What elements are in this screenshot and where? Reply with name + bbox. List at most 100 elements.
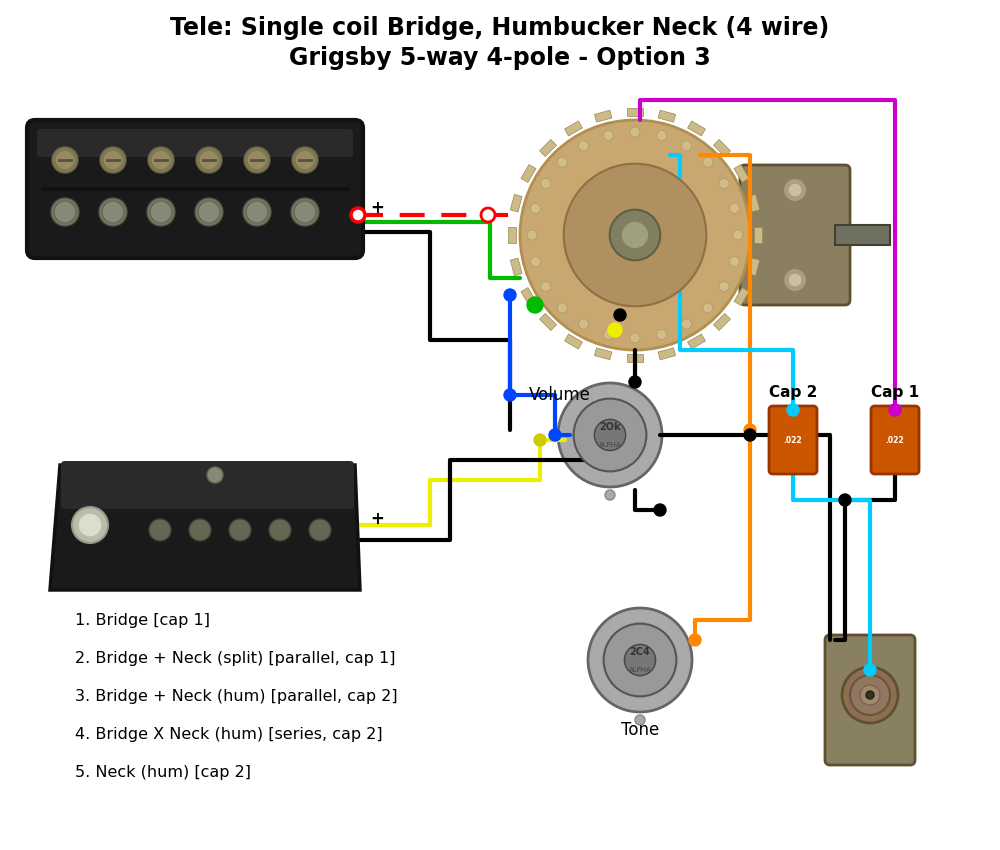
Bar (688, 121, 705, 136)
Circle shape (630, 127, 640, 137)
Bar (565, 334, 582, 349)
Circle shape (654, 504, 666, 516)
Circle shape (703, 157, 713, 167)
Circle shape (889, 404, 901, 416)
Bar (521, 287, 536, 305)
Text: Cap 2: Cap 2 (769, 385, 817, 400)
Circle shape (351, 208, 365, 222)
Bar (734, 287, 749, 305)
Bar (754, 227, 762, 243)
FancyBboxPatch shape (825, 635, 915, 765)
Circle shape (578, 141, 588, 150)
Circle shape (682, 320, 692, 329)
Circle shape (541, 178, 551, 189)
Circle shape (682, 141, 692, 150)
Circle shape (207, 467, 223, 483)
Circle shape (557, 157, 567, 167)
Circle shape (504, 389, 516, 401)
Circle shape (534, 434, 546, 446)
Text: .022: .022 (784, 435, 802, 445)
Bar (713, 139, 730, 156)
Circle shape (150, 201, 172, 223)
Circle shape (151, 150, 171, 170)
Text: 1. Bridge [cap 1]: 1. Bridge [cap 1] (75, 613, 210, 627)
Circle shape (788, 183, 802, 197)
Circle shape (783, 268, 807, 292)
Circle shape (78, 513, 102, 537)
Circle shape (243, 198, 271, 226)
Bar (565, 121, 582, 136)
Circle shape (196, 147, 222, 173)
Circle shape (549, 429, 561, 441)
Circle shape (102, 201, 124, 223)
FancyBboxPatch shape (27, 120, 363, 258)
Circle shape (541, 281, 551, 292)
Circle shape (744, 424, 756, 436)
FancyBboxPatch shape (740, 165, 850, 305)
Text: 5. Neck (hum) [cap 2]: 5. Neck (hum) [cap 2] (75, 764, 251, 779)
Circle shape (99, 198, 127, 226)
Text: 3. Bridge + Neck (hum) [parallel, cap 2]: 3. Bridge + Neck (hum) [parallel, cap 2] (75, 688, 398, 704)
FancyBboxPatch shape (61, 461, 354, 509)
Bar (627, 108, 643, 116)
Circle shape (864, 664, 876, 676)
Text: Grigsby 5-way 4-pole - Option 3: Grigsby 5-way 4-pole - Option 3 (289, 46, 711, 70)
Circle shape (788, 273, 802, 287)
Text: 2. Bridge + Neck (split) [parallel, cap 1]: 2. Bridge + Neck (split) [parallel, cap … (75, 650, 396, 666)
Bar (688, 334, 705, 349)
Circle shape (51, 198, 79, 226)
Circle shape (783, 178, 807, 202)
Circle shape (850, 675, 890, 715)
Circle shape (574, 399, 646, 472)
Text: 4. Bridge X Neck (hum) [series, cap 2]: 4. Bridge X Neck (hum) [series, cap 2] (75, 727, 383, 741)
Bar (540, 314, 557, 331)
FancyBboxPatch shape (871, 406, 919, 474)
Circle shape (72, 507, 108, 543)
Circle shape (54, 201, 76, 223)
Circle shape (719, 178, 729, 189)
Circle shape (729, 257, 739, 267)
Circle shape (558, 383, 662, 487)
Circle shape (55, 150, 75, 170)
Circle shape (860, 685, 880, 705)
FancyBboxPatch shape (769, 406, 817, 474)
Circle shape (292, 147, 318, 173)
Text: 2Ok: 2Ok (599, 422, 621, 432)
Text: −: − (370, 530, 386, 549)
Circle shape (703, 303, 713, 313)
Circle shape (147, 198, 175, 226)
Circle shape (604, 624, 676, 696)
Text: Cap 1: Cap 1 (871, 385, 919, 400)
Circle shape (531, 257, 541, 267)
Circle shape (229, 519, 251, 541)
Circle shape (52, 147, 78, 173)
Circle shape (100, 147, 126, 173)
Bar (540, 139, 557, 156)
Polygon shape (50, 465, 360, 590)
Bar (508, 227, 516, 243)
Circle shape (557, 303, 567, 313)
Circle shape (527, 297, 543, 313)
Circle shape (564, 164, 706, 306)
Circle shape (198, 201, 220, 223)
Text: +: + (370, 199, 384, 217)
Circle shape (614, 309, 626, 321)
Text: −: − (370, 223, 386, 241)
Circle shape (481, 208, 495, 222)
Circle shape (787, 404, 799, 416)
Circle shape (531, 203, 541, 213)
Circle shape (294, 201, 316, 223)
Text: +: + (370, 510, 384, 528)
Circle shape (504, 289, 516, 301)
Circle shape (744, 429, 756, 441)
Circle shape (733, 230, 743, 240)
Circle shape (309, 519, 331, 541)
Bar (627, 354, 643, 362)
Text: Volume: Volume (529, 386, 591, 404)
Circle shape (295, 150, 315, 170)
Text: Tele: Single coil Bridge, Humbucker Neck (4 wire): Tele: Single coil Bridge, Humbucker Neck… (170, 16, 830, 40)
Bar (748, 258, 760, 275)
Circle shape (610, 210, 660, 260)
Circle shape (148, 147, 174, 173)
Circle shape (189, 519, 211, 541)
